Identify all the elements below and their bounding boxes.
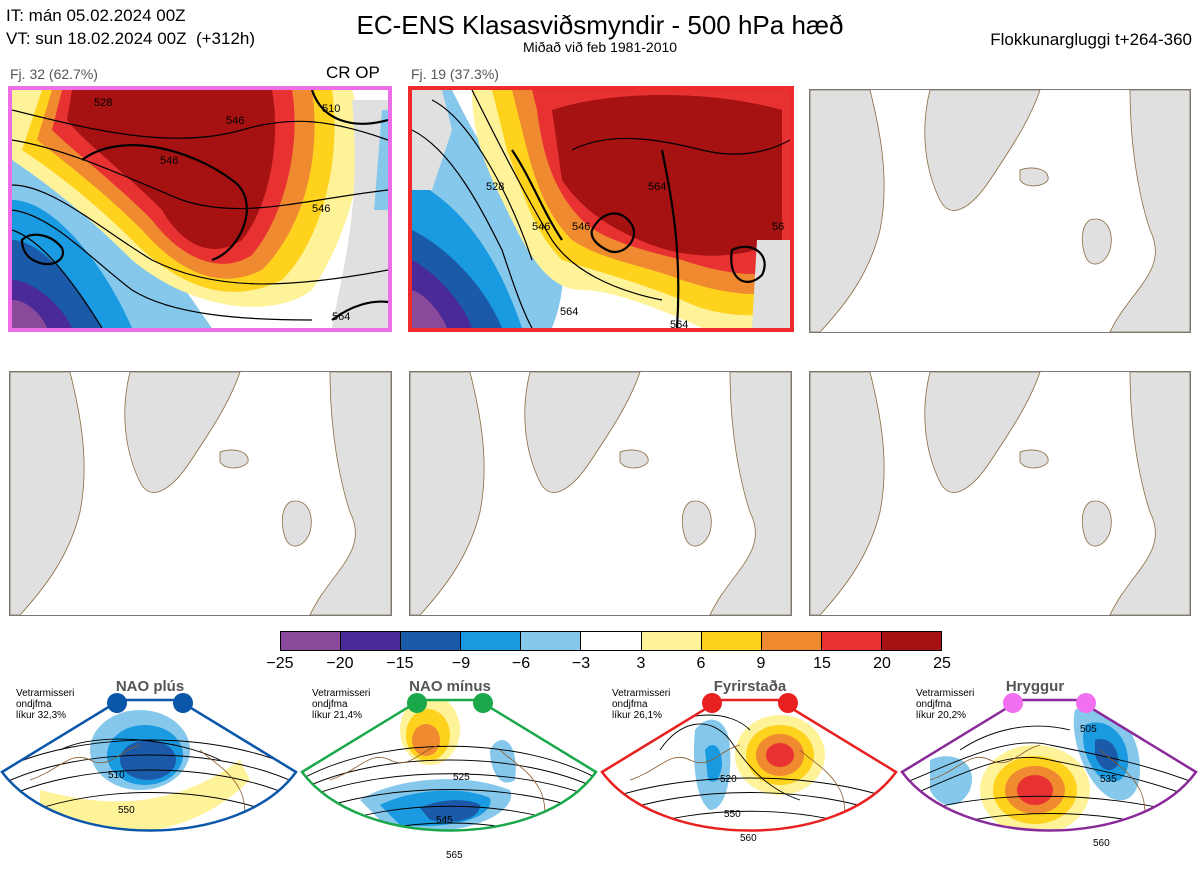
regime-3-title: Fyrirstaða [713,678,787,695]
colorbar-tick-11: 20 [873,655,891,672]
regime-1-label-2: 550 [118,805,135,816]
map-empty-6-graphic [810,372,1190,615]
colorbar-tick-12: 25 [933,655,951,672]
regime-2-label-1: 525 [453,772,470,783]
panel-1-contour-5: 546 [312,203,330,215]
regime-3-marker-right [778,693,798,713]
regime-4-title: Hryggur [1005,678,1065,695]
valid-time: VT: sun 18.02.2024 00Z (+312h) [6,29,256,48]
panel-2-contour-5: 564 [560,306,578,318]
colorbar-bin-5 [521,632,582,650]
colorbar-tick-7: 3 [636,655,646,672]
colorbar-tick-2: −20 [326,655,354,672]
regime-2-marker-right [473,693,493,713]
header-left: IT: mán 05.02.2024 00Z VT: sun 18.02.202… [6,4,255,50]
map-empty-5-graphic [410,372,791,615]
regime-3-map[interactable]: 520 550 560 [600,690,900,875]
regime-2-label-3: 565 [446,850,463,861]
page-subtitle: Miðað við feb 1981-2010 [522,39,678,55]
regime-3-graphic: 520 550 560 [600,693,898,844]
classification-window: Flokkunargluggi t+264-360 [990,30,1192,49]
panel-1-contour-1: 528 [94,97,112,109]
colorbar-bin-11 [881,632,942,650]
page-title: EC-ENS Klasasviðsmyndir - 500 hPa hæð [356,10,844,40]
cluster-map-1[interactable]: 528 546 510 546 546 564 [8,86,392,332]
regime-2-label-2: 545 [436,815,453,826]
colorbar-tick-9: 9 [756,655,766,672]
regime-4-marker-left [1003,693,1023,713]
panel-2-label: Fj. 19 (37.3%) [411,66,499,82]
map-empty-3-graphic [810,90,1190,332]
colorbar-bin-4 [461,632,522,650]
cluster-map-2[interactable]: 528 546 564 546 564 564 56 [408,86,794,332]
regime-3-marker-left [702,693,722,713]
cluster-map-2-graphic: 528 546 564 546 564 564 56 [412,90,790,328]
regime-3-label-2: 550 [724,809,741,820]
colorbar [280,631,942,651]
panel-2-contour-2: 546 [532,221,550,233]
panel-2-contour-4: 546 [572,221,590,233]
colorbar-bin-3 [401,632,462,650]
panel-1-tag: CR OP [326,63,380,82]
regime-1-label-1: 510 [108,770,125,781]
panel-2-contour-6: 564 [670,319,688,328]
colorbar-tick-3: −15 [386,655,414,672]
cluster-map-empty-5[interactable] [409,371,792,616]
init-time: IT: mán 05.02.2024 00Z [6,6,186,25]
regime-1-title: NAO plús [115,678,185,695]
panel-1-contour-6: 564 [332,311,350,323]
colorbar-bin-10 [821,632,882,650]
cluster-map-empty-4[interactable] [9,371,392,616]
regime-1-marker-right [173,693,193,713]
colorbar-tick-8: 6 [696,655,706,672]
colorbar-bin-7 [641,632,702,650]
colorbar-tick-4: −9 [451,655,471,672]
regime-3-stats: Vetrarmisseri ondjfma líkur 26,1% [612,688,671,721]
regime-3-label-1: 520 [720,774,737,785]
regime-4-stats: Vetrarmisseri ondjfma líkur 20,2% [916,688,975,721]
map-empty-4-graphic [10,372,391,615]
regime-4-label-3: 560 [1093,838,1110,849]
panel-2-contour-7: 56 [772,221,784,233]
regime-1-stats: Vetrarmisseri ondjfma líkur 32,3% [16,688,75,721]
regime-4-graphic: 505 535 560 [900,693,1198,849]
panel-2-contour-1: 528 [486,181,504,193]
regime-2-map[interactable]: 525 545 565 [300,690,600,875]
regime-2-stats: Vetrarmisseri ondjfma líkur 21,4% [312,688,371,721]
panel-1-contour-2: 546 [160,155,178,167]
regime-2-title: NAO mínus [409,678,491,695]
regime-3-label-3: 560 [740,833,757,844]
colorbar-bin-9 [761,632,822,650]
cluster-map-1-graphic: 528 546 510 546 546 564 [12,90,388,328]
panel-1-contour-4: 546 [226,115,244,127]
colorbar-tick-5: −6 [511,655,531,672]
regime-4-label-1: 505 [1080,724,1097,735]
colorbar-bin-6 [581,632,642,650]
panel-1-label: Fj. 32 (62.7%) [10,66,98,82]
regime-4-map[interactable]: 505 535 560 [900,690,1200,875]
regime-4-label-2: 535 [1100,774,1117,785]
panel-2-contour-3: 564 [648,181,666,193]
colorbar-tick-10: 15 [813,655,831,672]
colorbar-bin-2 [341,632,402,650]
colorbar-bin-1 [281,632,342,650]
cluster-map-empty-6[interactable] [809,371,1191,616]
regime-4-marker-right [1076,693,1096,713]
colorbar-bin-8 [701,632,762,650]
regime-1-graphic: 510 550 [0,693,298,832]
colorbar-tick-1: −25 [266,655,294,672]
regime-2-marker-left [407,693,427,713]
colorbar-tick-6: −3 [571,655,591,672]
cluster-map-empty-3[interactable] [809,89,1191,333]
regime-1-marker-left [107,693,127,713]
panel-1-contour-3: 510 [322,103,340,115]
regime-2-graphic: 525 545 565 [300,693,598,861]
regime-1-map[interactable]: 510 550 [0,690,300,875]
